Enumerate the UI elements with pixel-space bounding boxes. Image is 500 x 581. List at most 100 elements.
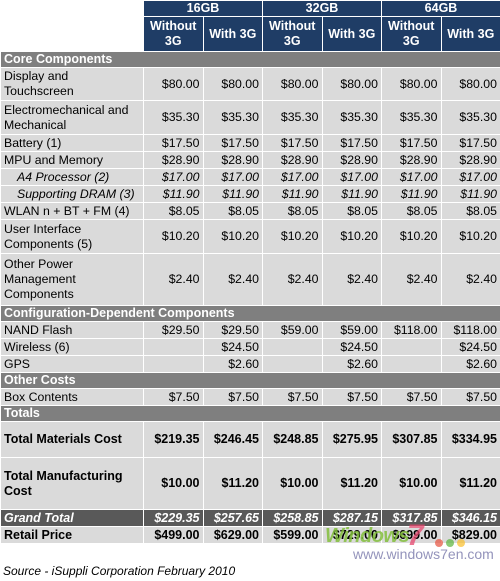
- cell-value: $2.40: [202, 253, 263, 306]
- row-label-wlan: WLAN n + BT + FM (4): [0, 202, 144, 220]
- cell-value: $10.20: [202, 219, 263, 254]
- cell-value: [381, 355, 442, 373]
- cell-value: [143, 338, 204, 356]
- cell-value: $2.40: [321, 253, 382, 306]
- section-core-components: Core Components: [0, 51, 500, 68]
- cell-value: $2.60: [321, 355, 382, 373]
- cell-value: $10.00: [143, 457, 204, 510]
- header-64gb-without-3g: Without 3G: [381, 16, 442, 52]
- row-label-retail-price: Retail Price: [0, 526, 144, 544]
- cell-value: $499.00: [143, 526, 204, 544]
- cell-value: $2.40: [381, 253, 442, 306]
- cell-value: $118.00: [440, 321, 500, 339]
- cell-value: $17.50: [440, 134, 500, 152]
- cell-value: $17.00: [381, 168, 442, 186]
- header-32gb-with-3g: With 3G: [321, 16, 382, 52]
- cell-value: $246.45: [202, 421, 263, 458]
- cell-value: $346.15: [440, 509, 500, 527]
- cell-value: [262, 338, 323, 356]
- cell-value: $28.90: [262, 151, 323, 169]
- cell-value: $307.85: [381, 421, 442, 458]
- cell-value: $118.00: [381, 321, 442, 339]
- source-caption: Source - iSuppli Corporation February 20…: [3, 564, 236, 578]
- cell-value: $8.05: [143, 202, 204, 220]
- header-64gb: 64GB: [381, 0, 500, 17]
- cell-value: $229.35: [143, 509, 204, 527]
- row-label-electromechanical: Electromechanical and Mechanical: [0, 100, 144, 135]
- row-label-grand-total: Grand Total: [0, 509, 144, 527]
- cell-value: $17.00: [262, 168, 323, 186]
- cell-value: $699.00: [381, 526, 442, 544]
- cell-value: $2.40: [440, 253, 500, 306]
- cell-value: $80.00: [143, 67, 204, 101]
- bom-table: 16GB 32GB 64GB Without 3G With 3G Withou…: [0, 0, 500, 544]
- cell-value: $17.50: [202, 134, 263, 152]
- header-64gb-with-3g: With 3G: [440, 16, 500, 52]
- row-label-a4-processor: A4 Processor (2): [0, 168, 144, 186]
- cell-value: $7.50: [262, 388, 323, 406]
- cell-value: $11.90: [381, 185, 442, 203]
- cell-value: $2.40: [143, 253, 204, 306]
- cell-value: $7.50: [381, 388, 442, 406]
- cell-value: $11.90: [262, 185, 323, 203]
- row-label-supporting-dram: Supporting DRAM (3): [0, 185, 144, 203]
- cell-value: $80.00: [440, 67, 500, 101]
- cell-value: $10.20: [440, 219, 500, 254]
- cell-value: $7.50: [202, 388, 263, 406]
- cell-value: $11.20: [321, 457, 382, 510]
- cell-value: $17.50: [381, 134, 442, 152]
- cell-value: $17.00: [321, 168, 382, 186]
- cell-value: $334.95: [440, 421, 500, 458]
- cell-value: $35.30: [202, 100, 263, 135]
- cell-value: $35.30: [143, 100, 204, 135]
- cell-value: $59.00: [262, 321, 323, 339]
- section-other-costs: Other Costs: [0, 372, 500, 389]
- cell-value: $35.30: [262, 100, 323, 135]
- cell-value: $28.90: [440, 151, 500, 169]
- cell-value: $10.00: [262, 457, 323, 510]
- cell-value: $829.00: [440, 526, 500, 544]
- cell-value: $59.00: [321, 321, 382, 339]
- row-label-display: Display and Touchscreen: [0, 67, 144, 101]
- row-label-total-materials: Total Materials Cost: [0, 421, 144, 458]
- row-label-mpu-memory: MPU and Memory: [0, 151, 144, 169]
- cell-value: $8.05: [381, 202, 442, 220]
- cell-value: $2.60: [202, 355, 263, 373]
- cell-value: $80.00: [262, 67, 323, 101]
- cell-value: $28.90: [381, 151, 442, 169]
- cell-value: $80.00: [321, 67, 382, 101]
- cell-value: $7.50: [143, 388, 204, 406]
- cell-value: $2.40: [262, 253, 323, 306]
- row-label-box-contents: Box Contents: [0, 388, 144, 406]
- cell-value: $35.30: [440, 100, 500, 135]
- cell-value: $729.00: [321, 526, 382, 544]
- cell-value: $11.90: [202, 185, 263, 203]
- cell-value: $8.05: [321, 202, 382, 220]
- cell-value: $10.20: [262, 219, 323, 254]
- cell-value: $10.20: [321, 219, 382, 254]
- cell-value: $287.15: [321, 509, 382, 527]
- cell-value: $35.30: [321, 100, 382, 135]
- cell-value: $2.60: [440, 355, 500, 373]
- cell-value: $29.50: [202, 321, 263, 339]
- cell-value: $24.50: [321, 338, 382, 356]
- cell-value: $11.20: [440, 457, 500, 510]
- cell-value: $258.85: [262, 509, 323, 527]
- cell-value: $275.95: [321, 421, 382, 458]
- cell-value: $8.05: [262, 202, 323, 220]
- cell-value: $11.90: [440, 185, 500, 203]
- cell-value: $17.50: [321, 134, 382, 152]
- cell-value: $257.65: [202, 509, 263, 527]
- row-label-user-interface: User Interface Components (5): [0, 219, 144, 254]
- section-configuration-dependent: Configuration-Dependent Components: [0, 305, 500, 322]
- cell-value: $248.85: [262, 421, 323, 458]
- cell-value: $17.50: [262, 134, 323, 152]
- cell-value: $8.05: [440, 202, 500, 220]
- cell-value: $35.30: [381, 100, 442, 135]
- row-label-total-manufacturing: Total Manufacturing Cost: [0, 457, 144, 510]
- cell-value: [262, 355, 323, 373]
- row-label-nand-flash: NAND Flash: [0, 321, 144, 339]
- cell-value: $8.05: [202, 202, 263, 220]
- row-label-power-management: Other Power Management Components: [0, 253, 144, 306]
- header-16gb: 16GB: [143, 0, 263, 17]
